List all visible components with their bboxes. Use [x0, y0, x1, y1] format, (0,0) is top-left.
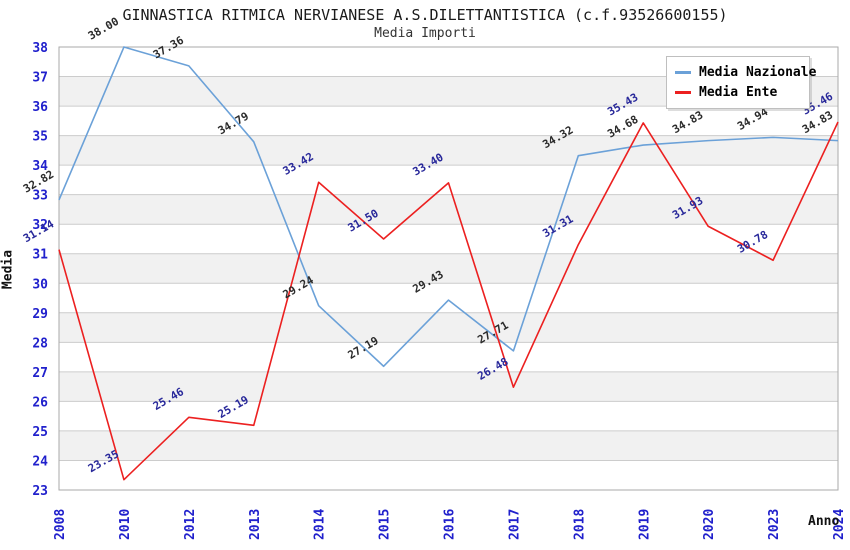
y-tick-label: 31 — [32, 248, 48, 263]
y-tick-label: 30 — [32, 277, 48, 292]
x-tick-label: 2012 — [183, 509, 198, 540]
y-tick-label: 29 — [32, 307, 48, 322]
y-axis-title: Media — [0, 249, 16, 290]
band — [59, 194, 838, 225]
y-tick-label: 38 — [32, 41, 48, 56]
y-tick-label: 23 — [32, 484, 48, 499]
point-label-0: 38.00 — [86, 15, 121, 43]
x-tick-label: 2018 — [572, 509, 587, 540]
x-tick-label: 2023 — [767, 509, 782, 540]
point-label-1: 30.78 — [735, 228, 770, 256]
legend-label-media-ente: Media Ente — [699, 84, 778, 100]
band — [59, 312, 838, 343]
x-axis-title: Anno — [808, 514, 840, 529]
band — [59, 430, 838, 461]
x-tick-label: 2017 — [507, 509, 522, 540]
series-line-0 — [58, 46, 839, 368]
x-tick-label: 2016 — [443, 509, 458, 540]
legend-item-media-nazionale: Media Nazionale — [675, 62, 816, 82]
plot-frame — [58, 46, 839, 491]
chart-subtitle: Media Importi — [374, 26, 476, 41]
legend-item-media-ente: Media Ente — [675, 82, 801, 102]
point-label-0: 37.36 — [151, 33, 187, 61]
y-tick-label: 32 — [32, 218, 48, 233]
y-tick-label: 33 — [32, 189, 48, 204]
x-tick-label: 2008 — [53, 509, 68, 540]
x-tick-label: 2010 — [118, 509, 133, 540]
x-tick-label: 2013 — [248, 509, 263, 540]
x-tick-label: 2015 — [378, 509, 393, 540]
y-tick-label: 36 — [32, 100, 48, 115]
x-tick-label: 2020 — [702, 509, 717, 540]
point-label-0: 34.94 — [735, 105, 771, 133]
y-tick-label: 28 — [32, 336, 48, 351]
x-tick-label: 2014 — [313, 509, 328, 540]
x-tick-label: 2024 — [832, 509, 847, 540]
media-nazionale-line-swatch — [675, 70, 691, 74]
y-tick-label: 35 — [32, 130, 48, 145]
point-label-0: 34.83 — [670, 108, 705, 136]
y-tick-label: 34 — [32, 159, 48, 174]
y-tick-label: 24 — [32, 454, 48, 469]
band — [59, 371, 838, 402]
y-tick-label: 26 — [32, 395, 48, 410]
series-line-1 — [58, 121, 839, 481]
y-tick-label: 25 — [32, 425, 48, 440]
legend: Media Nazionale Media Ente — [666, 56, 816, 109]
legend-label-media-nazionale: Media Nazionale — [699, 64, 817, 80]
media-ente-line-swatch — [675, 90, 691, 94]
x-tick-label: 2019 — [637, 509, 652, 540]
y-tick-label: 37 — [32, 71, 48, 86]
y-tick-label: 27 — [32, 366, 48, 381]
band — [59, 253, 838, 284]
chart-title: GINNASTICA RITMICA NERVIANESE A.S.DILETT… — [122, 6, 728, 24]
